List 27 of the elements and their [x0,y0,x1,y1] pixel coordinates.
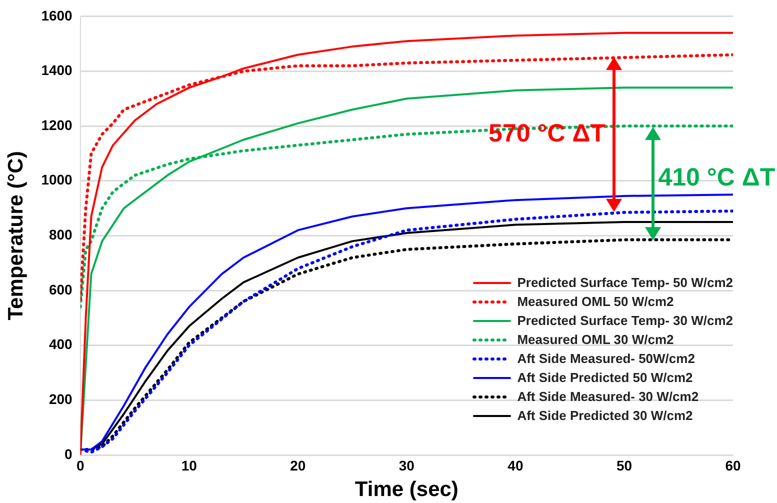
legend-label: Aft Side Measured- 50W/cm2 [517,351,695,366]
legend-label: Predicted Surface Temp- 50 W/cm2 [517,275,733,290]
x-tick-label: 10 [181,457,198,474]
legend-label: Aft Side Measured- 30 W/cm2 [517,389,699,404]
y-tick-label: 400 [48,336,73,352]
y-tick-label: 800 [48,226,73,243]
x-tick-label: 30 [398,457,415,474]
x-tick-label: 40 [508,457,524,474]
legend-label: Predicted Surface Temp- 30 W/cm2 [517,313,733,328]
y-tick-label: 1400 [41,62,73,78]
legend-label: Measured OML 30 W/cm2 [517,332,674,347]
x-tick-label: 50 [616,457,632,474]
y-tick-label: 0 [64,446,73,462]
x-tick-label: 0 [76,457,84,474]
y-tick-label: 1600 [41,7,73,24]
y-tick-label: 200 [48,391,73,408]
x-tick-label: 20 [290,457,306,474]
legend-label: Measured OML 50 W/cm2 [517,294,674,309]
x-tick-label: 60 [725,457,741,474]
y-tick-label: 600 [48,281,73,298]
y-tick-label: 1000 [41,172,73,188]
y-tick-label: 1200 [41,116,73,133]
annotation: 410 °C ΔT [658,164,776,192]
y-axis-title: Temperature (°C) [4,151,28,320]
x-axis-title: Time (sec) [354,478,458,502]
legend-label: Aft Side Predicted 50 W/cm2 [517,370,693,385]
legend-label: Aft Side Predicted 30 W/cm2 [517,408,693,423]
